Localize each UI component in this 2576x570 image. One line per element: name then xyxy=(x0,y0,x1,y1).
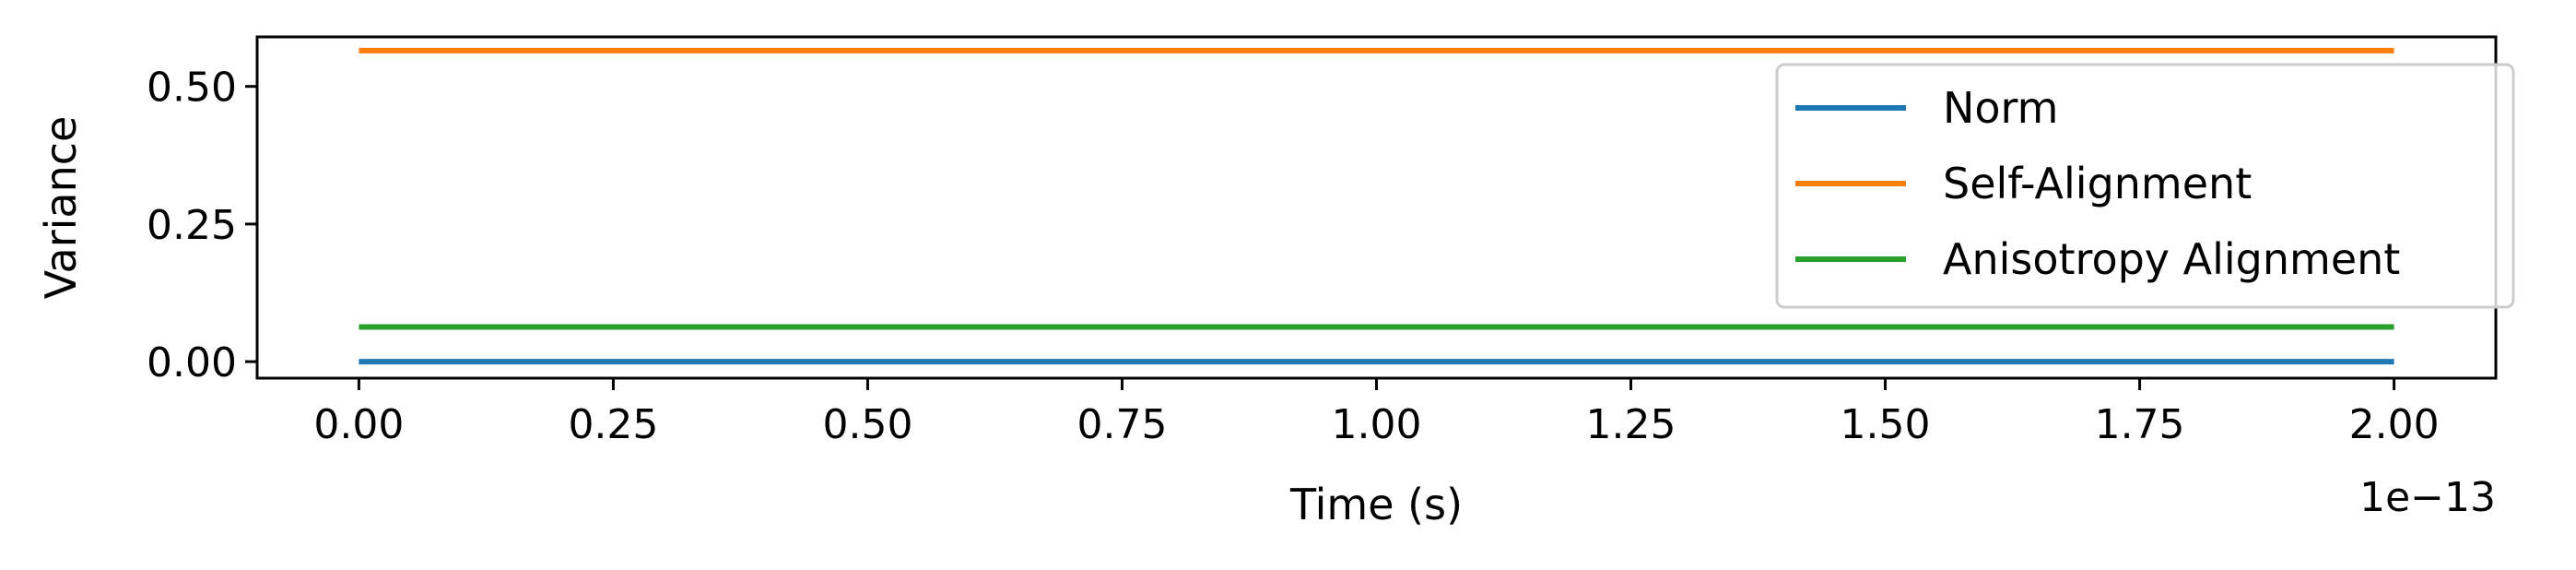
legend: Norm Self-Alignment Anisotropy Alignment xyxy=(1775,63,2515,309)
x-tick-label: 1.00 xyxy=(1332,401,1422,448)
x-tick-label: 0.50 xyxy=(822,401,912,448)
x-tick-label: 2.00 xyxy=(2349,401,2440,448)
legend-box xyxy=(1775,63,2515,309)
legend-label-1: Self-Alignment xyxy=(1943,159,2252,208)
x-axis-label: Time (s) xyxy=(1289,480,1463,529)
y-tick-label: 0.50 xyxy=(147,65,237,112)
x-offset-label: 1e−13 xyxy=(2359,474,2496,521)
y-tick-label: 0.00 xyxy=(147,339,237,386)
legend-label-2: Anisotropy Alignment xyxy=(1943,234,2400,284)
y-axis-label: Variance xyxy=(36,116,86,300)
x-tick-label: 1.75 xyxy=(2095,401,2185,448)
x-tick-label: 0.00 xyxy=(313,401,404,448)
x-tick-label: 0.25 xyxy=(568,401,658,448)
legend-label-0: Norm xyxy=(1943,83,2058,133)
x-axis: 0.00 0.25 0.50 0.75 1.00 1.25 1.50 1.75 2.00 xyxy=(313,378,2440,448)
x-tick-label: 0.75 xyxy=(1076,401,1167,448)
y-tick-label: 0.25 xyxy=(147,202,237,249)
x-tick-label: 1.25 xyxy=(1586,401,1676,448)
x-tick-label: 1.50 xyxy=(1841,401,1931,448)
series-layer xyxy=(359,47,2394,365)
y-axis: 0.00 0.25 0.50 xyxy=(147,65,257,386)
